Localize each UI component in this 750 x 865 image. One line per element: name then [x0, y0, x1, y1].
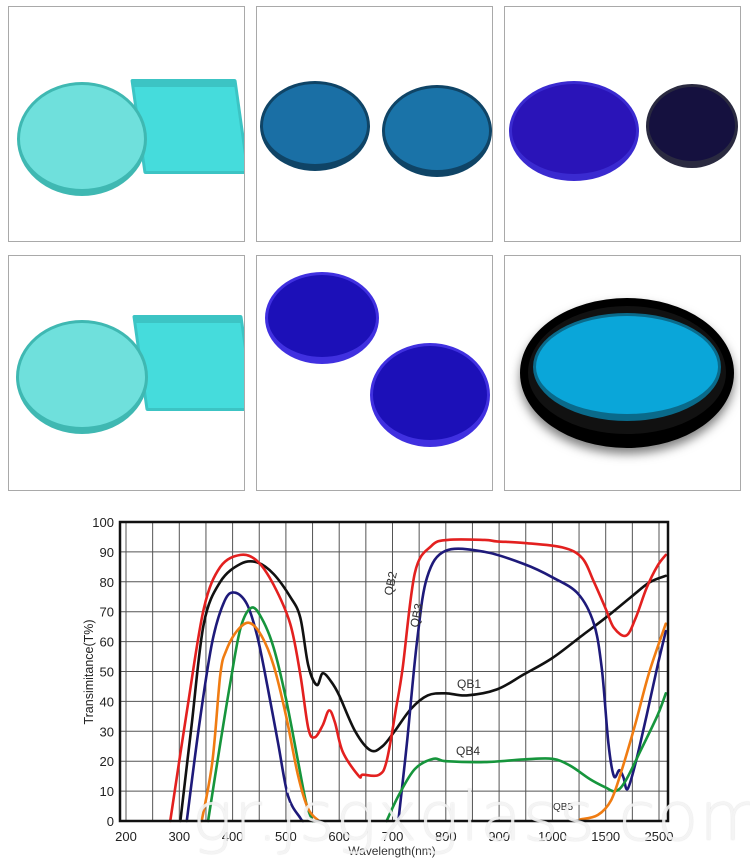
x-tick-label: 500 [275, 829, 297, 844]
round-glass-disc [260, 81, 370, 171]
x-tick-label: 300 [168, 829, 190, 844]
x-tick-label: 800 [435, 829, 457, 844]
round-glass-disc [16, 320, 148, 434]
round-glass-disc [265, 272, 379, 364]
y-tick-label: 70 [100, 605, 114, 620]
y-axis-label: Transimitance(T%) [82, 619, 96, 724]
series-line-qb4 [385, 692, 668, 823]
series-label-qb1: QB1 [457, 677, 481, 691]
x-tick-label: 900 [488, 829, 510, 844]
transmittance-chart: 0 10 20 30 40 50 60 70 80 90 100 200 300 400 500 600 700… [82, 515, 673, 858]
y-tick-label: 100 [92, 515, 114, 530]
product-photo-cyan-round-and-square-filter-glass [8, 6, 245, 242]
product-photo-cobalt-blue-round-filters [256, 255, 493, 491]
plot-frame [118, 520, 670, 823]
y-tick-label: 30 [100, 724, 114, 739]
product-photo-cyan-round-and-square-filter-glass [8, 255, 245, 491]
x-tick-label: 200 [115, 829, 137, 844]
y-tick-label: 90 [100, 545, 114, 560]
x-tick-label: 2500 [645, 829, 674, 844]
round-glass-disc [509, 81, 639, 181]
series-line-qb2 [168, 538, 668, 823]
series-line-qb5 [578, 622, 668, 821]
round-glass-disc [17, 82, 147, 196]
x-tick-label: 700 [382, 829, 404, 844]
y-tick-label: 20 [100, 754, 114, 769]
round-glass-disc [646, 84, 738, 168]
series-label-qb3: QB3 [407, 602, 426, 629]
round-glass-disc [382, 85, 492, 177]
x-axis-label: Wavelength(nm) [348, 844, 436, 858]
y-tick-label: 0 [107, 814, 114, 829]
series-label-qb5: QB5 [553, 802, 573, 813]
product-photo-mounted-cyan-filter-in-black-ring [504, 255, 741, 491]
series-label-qb2: QB2 [381, 570, 400, 597]
square-glass-plate [130, 79, 244, 174]
round-glass-disc [533, 313, 721, 421]
y-tick-label: 60 [100, 635, 114, 650]
x-tick-label: 600 [328, 829, 350, 844]
series-line-qb4 [206, 606, 314, 823]
tick-labels: 0 10 20 30 40 50 60 70 80 90 100 200 300 400 500 600 700… [92, 515, 673, 844]
x-tick-label: 1000 [538, 829, 567, 844]
y-tick-label: 40 [100, 694, 114, 709]
y-tick-label: 50 [100, 665, 114, 680]
series-line-qb3 [397, 547, 668, 823]
x-tick-label: 1500 [591, 829, 620, 844]
series-label-qb4: QB4 [456, 744, 480, 758]
product-photo-blue-and-dark-round-filters [504, 6, 741, 242]
round-glass-disc [370, 343, 490, 447]
series-line-qb1 [179, 559, 668, 823]
y-tick-label: 10 [100, 784, 114, 799]
series-line-qb5 [200, 621, 321, 823]
product-photo-steel-blue-round-filters [256, 6, 493, 242]
series-lines [168, 538, 668, 823]
square-glass-plate [132, 315, 244, 411]
x-tick-label: 400 [222, 829, 244, 844]
y-tick-label: 80 [100, 575, 114, 590]
